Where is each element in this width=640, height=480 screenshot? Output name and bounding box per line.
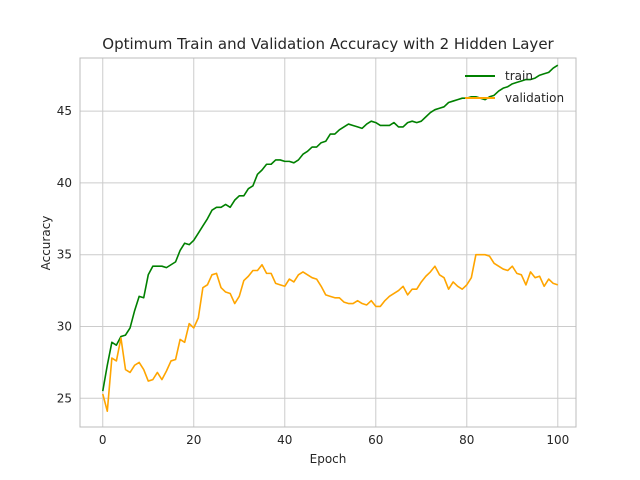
- plot-area: [80, 58, 576, 427]
- x-tick-label: 20: [186, 433, 201, 447]
- series-line-validation: [101, 253, 559, 413]
- y-tick-label: 25: [57, 391, 72, 405]
- chart-title: Optimum Train and Validation Accuracy wi…: [102, 35, 554, 53]
- y-axis-ticks: 25 30 35 40 45: [57, 104, 72, 405]
- x-tick-label: 80: [459, 433, 474, 447]
- y-axis-label: Accuracy: [39, 216, 53, 271]
- legend-label-validation: validation: [505, 91, 564, 105]
- y-tick-label: 45: [57, 104, 72, 118]
- y-tick-label: 35: [57, 248, 72, 262]
- x-tick-label: 60: [368, 433, 383, 447]
- y-tick-label: 30: [57, 319, 72, 333]
- legend: train validation: [465, 69, 564, 105]
- y-tick-label: 40: [57, 176, 72, 190]
- legend-label-train: train: [505, 69, 533, 83]
- plot-frame: [79, 57, 577, 428]
- grid: [80, 58, 576, 427]
- x-tick-label: 100: [546, 433, 569, 447]
- x-axis-label: Epoch: [310, 452, 347, 466]
- x-axis-ticks: 0 20 40 60 80 100: [99, 433, 569, 447]
- x-tick-label: 0: [99, 433, 107, 447]
- x-tick-label: 40: [277, 433, 292, 447]
